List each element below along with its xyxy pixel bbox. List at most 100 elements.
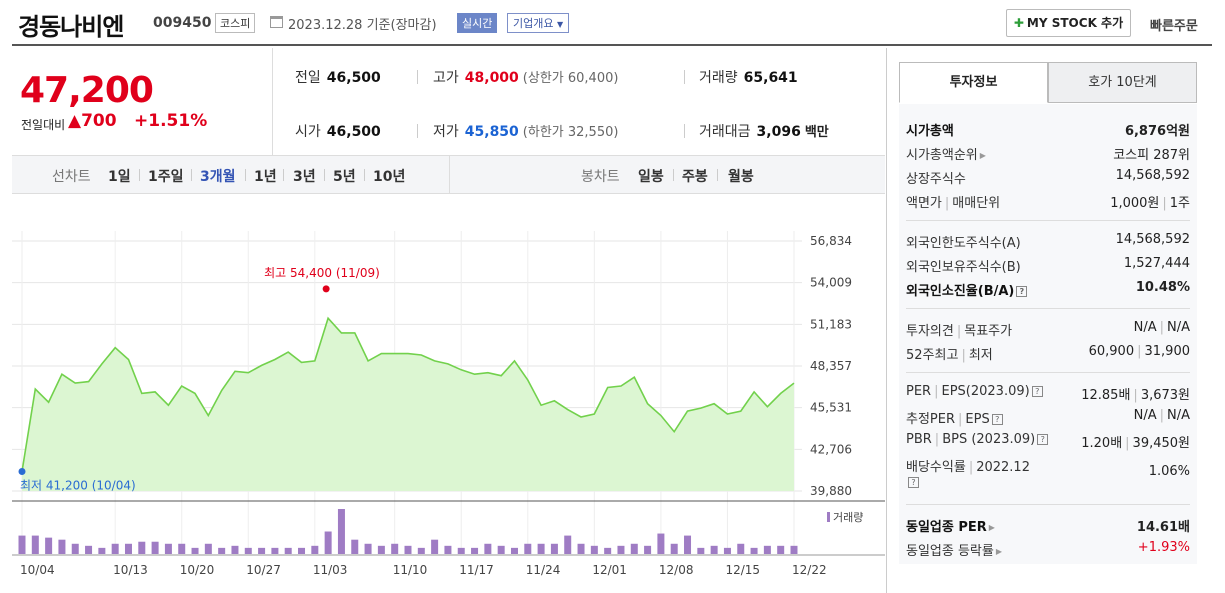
tab-weekly[interactable]: 주봉 bbox=[682, 169, 708, 185]
volume-bar bbox=[644, 545, 652, 554]
change-label: 전일대비 bbox=[21, 118, 66, 132]
quick-order-link[interactable]: 빠른주문 bbox=[1150, 19, 1198, 34]
trade-amount: 거래대금 3,096 백만 bbox=[699, 124, 829, 140]
volume-bar bbox=[111, 543, 119, 554]
help-icon[interactable]: ? bbox=[1037, 434, 1049, 445]
investment-info-panel: 호가 10단계 투자정보 시가총액 6,876억원 시가총액순위 ▶ 코스피 287위… bbox=[886, 48, 1225, 593]
info-row[interactable]: 동일업종 등락률 ▶ +1.93% bbox=[906, 540, 1190, 559]
volume-bar bbox=[710, 545, 718, 554]
info-row[interactable]: 동일업종 PER ▶ 14.61배 bbox=[906, 520, 1190, 535]
volume-bar bbox=[258, 547, 266, 554]
y-tick-label: 39,880 bbox=[810, 484, 852, 498]
help-icon[interactable]: ? bbox=[1016, 286, 1028, 297]
volume-bar bbox=[151, 541, 159, 554]
volume-bar bbox=[98, 547, 106, 554]
tab-5y[interactable]: 5년 bbox=[333, 169, 356, 185]
volume-bar bbox=[284, 547, 292, 554]
volume-bar bbox=[71, 543, 79, 554]
volume-bar bbox=[471, 547, 479, 554]
volume-bar bbox=[298, 547, 306, 554]
volume-bar bbox=[550, 543, 558, 554]
tab-1y[interactable]: 1년 bbox=[254, 169, 277, 185]
volume-bar bbox=[763, 545, 771, 554]
plus-icon: ✚ bbox=[1013, 16, 1024, 30]
low-marker bbox=[18, 468, 26, 476]
corp-info-dropdown[interactable]: 기업개요 ▼ bbox=[507, 13, 570, 33]
volume-bar bbox=[164, 543, 172, 554]
stock-code: 009450 bbox=[153, 15, 212, 31]
volume-bar bbox=[231, 545, 239, 554]
volume-bar bbox=[45, 537, 53, 554]
volume-bar bbox=[351, 539, 359, 554]
volume-bar bbox=[604, 547, 612, 554]
volume-bar bbox=[271, 547, 279, 554]
info-row: PBR | BPS (2023.09)? 1.20배 | 39,450원 bbox=[906, 432, 1190, 451]
help-icon[interactable]: ? bbox=[908, 477, 919, 488]
up-triangle-icon: ▲ bbox=[68, 111, 82, 131]
change-percent: +1.51% bbox=[134, 111, 208, 131]
realtime-button[interactable]: 실시간 bbox=[457, 13, 498, 33]
volume-bar bbox=[630, 543, 638, 554]
y-tick-label: 51,183 bbox=[810, 317, 852, 331]
change-value: ▲700 bbox=[68, 111, 117, 131]
volume-bar bbox=[58, 539, 66, 554]
volume-bar bbox=[138, 541, 146, 554]
tab-10y[interactable]: 10년 bbox=[373, 169, 406, 185]
x-tick-label: 10/13 bbox=[113, 563, 148, 577]
volume-bar bbox=[218, 547, 226, 554]
price-chart-svg: 56,834 54,009 51,183 48,357 45,531 42,706 39,8… bbox=[12, 231, 885, 577]
tab-order-book[interactable]: 호가 10단계 bbox=[1048, 62, 1197, 103]
volume-legend: 거래량 bbox=[833, 511, 863, 524]
info-row: 외국인소진율(B/A)? 10.48% bbox=[906, 280, 1190, 299]
tab-3y[interactable]: 3년 bbox=[293, 169, 316, 185]
low-label: 최저 41,200 (10/04) bbox=[20, 479, 136, 493]
volume-bar bbox=[537, 543, 545, 554]
volume-bar bbox=[723, 547, 731, 554]
tab-daily[interactable]: 일봉 bbox=[638, 169, 664, 185]
info-row: 52주최고 | 최저 60,900 | 31,900 bbox=[906, 344, 1190, 363]
line-chart-label: 선차트 bbox=[52, 169, 91, 185]
price-chart: 56,834 54,009 51,183 48,357 45,531 42,706 39,8… bbox=[12, 194, 885, 593]
volume-bar bbox=[510, 547, 518, 554]
volume-bar bbox=[311, 545, 319, 554]
volume-legend-swatch bbox=[827, 512, 830, 522]
tab-investment-info[interactable]: 투자정보 bbox=[899, 62, 1048, 103]
help-icon[interactable]: ? bbox=[1031, 386, 1043, 397]
volume-bar bbox=[670, 543, 678, 554]
chevron-down-icon: ▼ bbox=[556, 20, 564, 29]
add-my-stock-button[interactable]: ✚ MY STOCK 추가 bbox=[1006, 9, 1131, 37]
info-row: 시가총액 6,876억원 bbox=[906, 124, 1190, 139]
volume-bar bbox=[564, 535, 572, 554]
volume-bar bbox=[617, 545, 625, 554]
help-icon[interactable]: ? bbox=[991, 414, 1003, 425]
volume: 거래량 65,641 bbox=[699, 70, 798, 86]
volume-bar bbox=[737, 543, 745, 554]
y-tick-label: 54,009 bbox=[810, 276, 852, 290]
volume-bar bbox=[85, 545, 93, 554]
volume-bar bbox=[337, 509, 345, 554]
x-tick-label: 10/27 bbox=[246, 563, 281, 577]
info-row: 상장주식수 14,568,592 bbox=[906, 168, 1190, 187]
tab-monthly[interactable]: 월봉 bbox=[728, 169, 754, 185]
volume-bar bbox=[364, 543, 372, 554]
stock-header: 경동나비엔 009450 코스피 2023.12.28 기준(장마감) 실시간 … bbox=[0, 0, 1225, 46]
volume-bar bbox=[377, 545, 385, 554]
open-price: 시가 46,500 bbox=[295, 124, 381, 140]
info-row: 액면가 | 매매단위 1,000원 | 1주 bbox=[906, 196, 1190, 211]
stock-name: 경동나비엔 bbox=[18, 13, 124, 41]
tab-1w[interactable]: 1주일 bbox=[148, 169, 184, 185]
tab-3m[interactable]: 3개월 bbox=[200, 169, 236, 185]
calendar-icon bbox=[270, 16, 283, 28]
chart-period-tabs: 선차트 1일 1주일 3개월 1년 3년 5년 10년 봉차트 일봉 주봉 월봉 bbox=[12, 156, 885, 194]
investment-info-table: 시가총액 6,876억원 시가총액순위 ▶ 코스피 287위 상장주식수 14,568,… bbox=[899, 104, 1197, 564]
volume-bar bbox=[431, 539, 439, 554]
volume-bar bbox=[577, 543, 585, 554]
info-row[interactable]: 시가총액순위 ▶ 코스피 287위 bbox=[906, 148, 1190, 163]
volume-bar bbox=[244, 547, 252, 554]
price-area bbox=[22, 318, 794, 491]
tab-1d[interactable]: 1일 bbox=[108, 169, 131, 185]
volume-bar bbox=[750, 547, 758, 554]
x-tick-label: 11/03 bbox=[313, 563, 348, 577]
price-line bbox=[21, 316, 795, 472]
info-row: 추정PER | EPS? N/A | N/A bbox=[906, 408, 1190, 427]
